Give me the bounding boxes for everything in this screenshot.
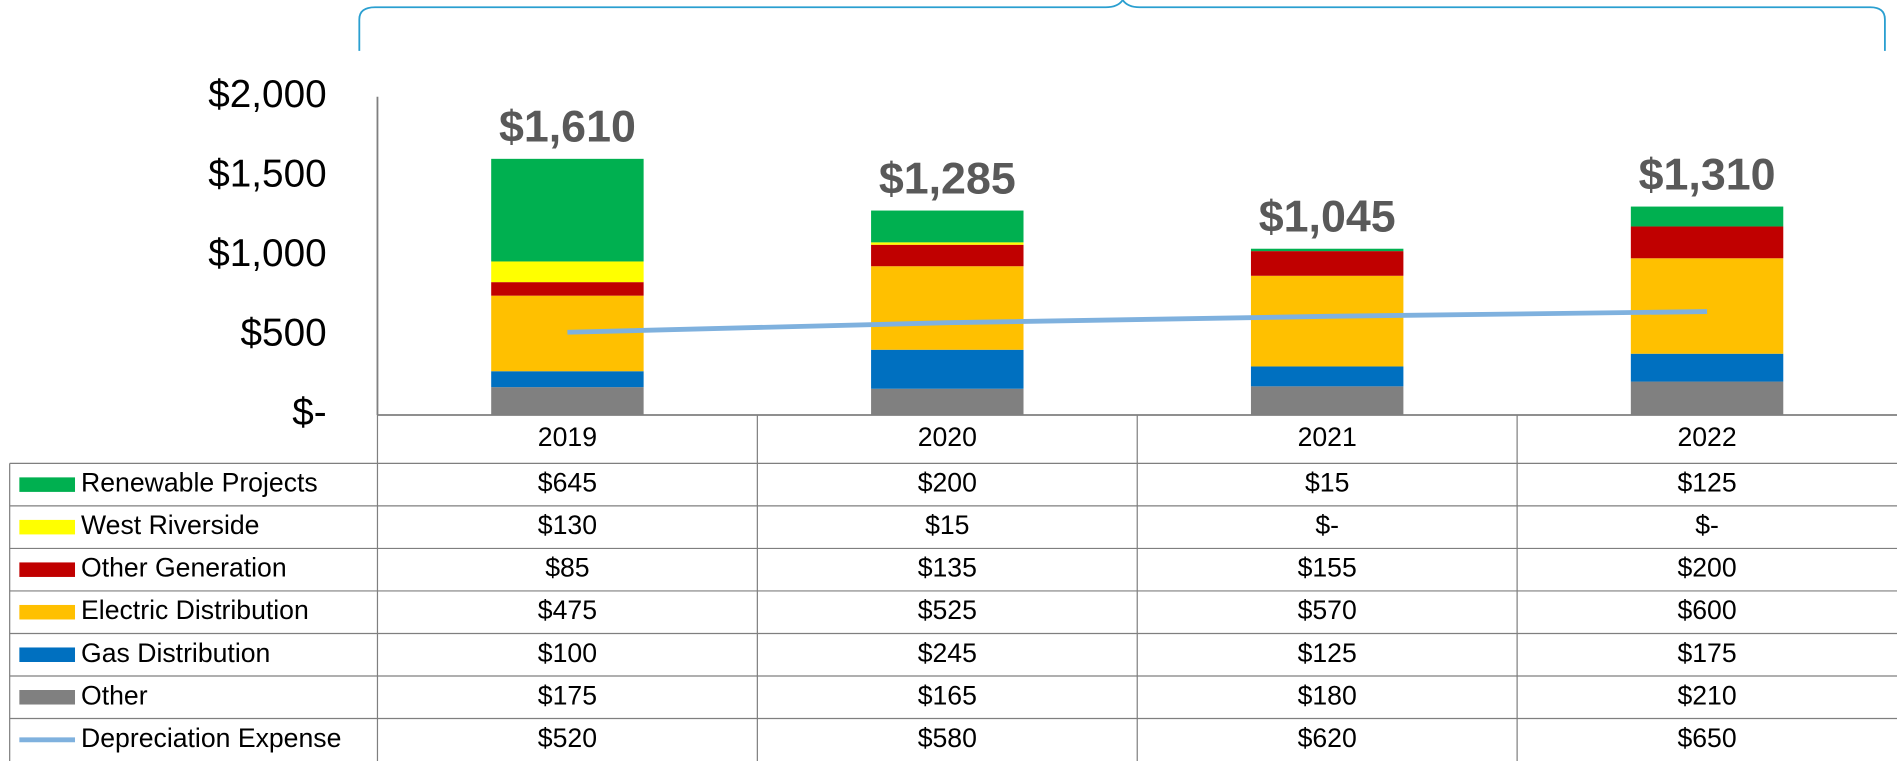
- bar-segment: [491, 261, 644, 283]
- bar-segment: [871, 210, 1024, 243]
- table-value: $525: [918, 595, 977, 625]
- y-tick-label: $1,500: [208, 153, 326, 196]
- bar-segment: [491, 387, 644, 415]
- bar-segment: [491, 282, 644, 296]
- table-value: $15: [925, 510, 969, 540]
- x-tick-label: 2019: [538, 422, 597, 452]
- table-value: $100: [538, 638, 597, 668]
- table-value: $15: [1305, 468, 1349, 498]
- bar-segment: [1250, 275, 1404, 367]
- bar-segment: [1630, 381, 1784, 415]
- table-value: $210: [1677, 680, 1736, 710]
- table-value: $580: [918, 723, 977, 753]
- table-value: $85: [545, 553, 589, 583]
- table-value: $-: [1695, 510, 1719, 540]
- brace: [358, 0, 1886, 51]
- x-tick-label: 2020: [918, 422, 977, 452]
- x-tick-label: 2022: [1677, 422, 1736, 452]
- bar-segment: [871, 349, 1024, 389]
- table-value: $200: [918, 468, 977, 498]
- table-value: $165: [918, 680, 977, 710]
- bar-segment: [1630, 226, 1784, 259]
- total-label: $1,045: [1259, 192, 1396, 242]
- table-value: $245: [918, 638, 977, 668]
- bar-segment: [1250, 386, 1404, 415]
- legend-swatch: [19, 562, 76, 577]
- table-value: $135: [918, 553, 977, 583]
- table-value: $125: [1298, 638, 1357, 668]
- table-value: $180: [1298, 680, 1357, 710]
- legend-swatch: [19, 647, 76, 662]
- bar-segment: [491, 158, 644, 262]
- bar-segment: [871, 266, 1024, 350]
- legend-label: Renewable Projects: [81, 468, 318, 498]
- table-value: $520: [538, 723, 597, 753]
- x-tick-label: 2021: [1298, 422, 1357, 452]
- table-value: $175: [1677, 638, 1736, 668]
- bar-segment: [1630, 206, 1784, 227]
- table-value: $475: [538, 595, 597, 625]
- table-grid: [9, 414, 1897, 761]
- legend-label: Electric Distribution: [81, 595, 309, 625]
- legend-swatch: [19, 604, 76, 620]
- bar-segment: [1630, 258, 1784, 354]
- table-value: $130: [538, 510, 597, 540]
- bar-segment: [1250, 366, 1404, 387]
- table-value: $620: [1298, 723, 1357, 753]
- table-value: $125: [1677, 468, 1736, 498]
- table-value: $155: [1298, 553, 1357, 583]
- bar-segment: [1250, 251, 1404, 276]
- table-value: $200: [1677, 553, 1736, 583]
- y-tick-label: $1,000: [208, 232, 326, 275]
- legend-label: Depreciation Expense: [81, 723, 341, 753]
- total-label: $1,285: [879, 153, 1016, 203]
- legend-swatch: [19, 519, 76, 535]
- bar-segment: [1250, 248, 1404, 252]
- table-value: $645: [538, 468, 597, 498]
- legend-swatch: [19, 477, 76, 492]
- legend-label: Other: [81, 680, 148, 710]
- bar-segment: [491, 371, 644, 388]
- y-tick-label: $-: [292, 391, 326, 434]
- legend-swatch: [19, 690, 76, 705]
- y-tick-label: $2,000: [208, 73, 326, 116]
- legend-label: West Riverside: [81, 510, 259, 540]
- table-value: $600: [1677, 595, 1736, 625]
- table-value: $570: [1298, 595, 1357, 625]
- bar-segment: [1630, 353, 1784, 382]
- total-label: $1,310: [1639, 149, 1776, 199]
- table-value: $175: [538, 680, 597, 710]
- y-tick-label: $500: [241, 312, 327, 355]
- bar-segment: [491, 295, 644, 372]
- bar-segment: [871, 244, 1024, 267]
- legend-label: Gas Distribution: [81, 638, 270, 668]
- table-value: $650: [1677, 723, 1736, 753]
- bar-segment: [871, 242, 1024, 245]
- table-value: $-: [1315, 510, 1339, 540]
- bar-segment: [871, 388, 1024, 415]
- line-series: [567, 309, 1708, 335]
- total-label: $1,610: [499, 102, 636, 152]
- legend-label: Other Generation: [81, 553, 287, 583]
